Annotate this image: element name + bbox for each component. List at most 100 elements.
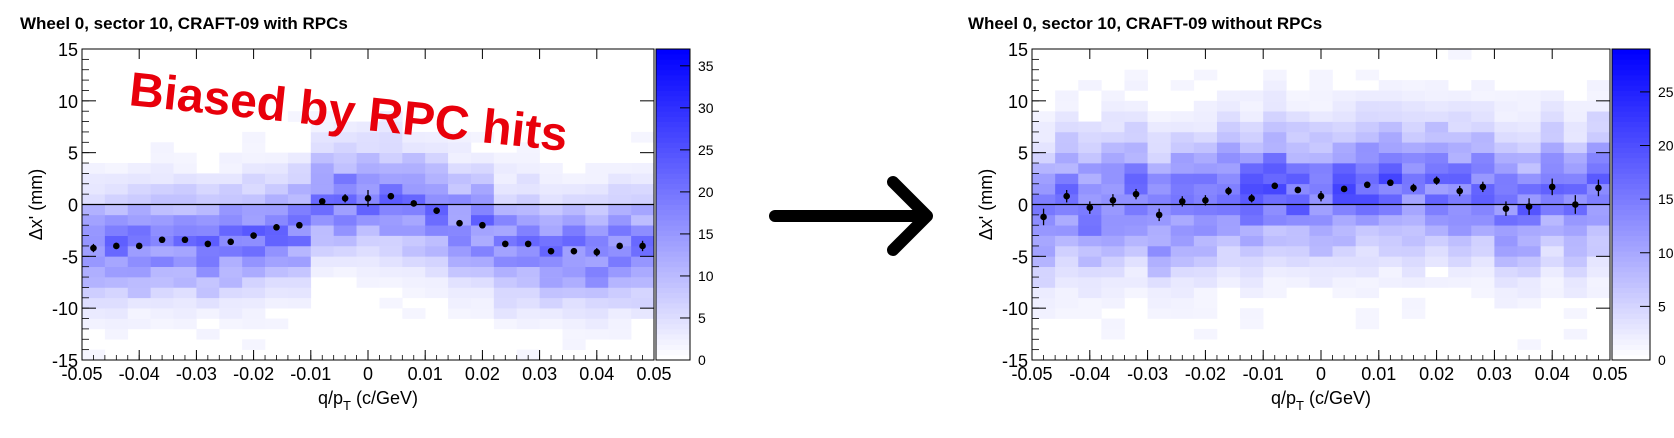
heatmap-cell	[1448, 245, 1472, 257]
heatmap-cell	[333, 121, 357, 133]
heatmap-cell	[1586, 111, 1611, 122]
color-scale-tick-label: 10	[698, 268, 714, 284]
heatmap-cell	[516, 194, 540, 205]
heatmap-cell	[287, 277, 312, 288]
heatmap-cell	[1401, 173, 1426, 185]
color-scale-step	[1612, 225, 1650, 231]
x-tick-label: -0.05	[1011, 364, 1052, 384]
heatmap-cell	[470, 287, 495, 299]
color-scale-step	[656, 121, 690, 128]
heatmap-cell	[1309, 80, 1333, 91]
color-scale-step	[1612, 178, 1650, 185]
heatmap-cell	[1240, 266, 1264, 278]
heatmap-cell	[1309, 214, 1333, 226]
heatmap-cell	[1124, 131, 1148, 143]
heatmap-cell	[1101, 318, 1125, 330]
heatmap-cell	[1032, 152, 1056, 164]
heatmap-cell	[104, 277, 129, 288]
heatmap-cell	[1124, 163, 1148, 174]
heatmap-cell	[127, 287, 151, 299]
color-scale-step	[1612, 183, 1650, 190]
heatmap-cell	[1378, 266, 1403, 278]
heatmap-cell	[585, 318, 609, 330]
heatmap-cell	[1355, 163, 1380, 174]
heatmap-cell	[82, 225, 106, 236]
heatmap-cell	[356, 235, 380, 247]
heatmap-cell	[1586, 256, 1611, 267]
heatmap-cell	[1032, 173, 1056, 185]
heatmap-cell	[196, 256, 220, 267]
heatmap-cell	[448, 256, 472, 267]
color-scale-step	[1612, 204, 1650, 211]
heatmap-cell	[1332, 256, 1356, 267]
heatmap-cell	[585, 163, 609, 174]
heatmap-cell	[1032, 235, 1056, 247]
color-scale-step	[1612, 328, 1650, 335]
heatmap-cell	[1494, 266, 1518, 278]
heatmap-cell	[1378, 235, 1403, 247]
color-scale-step	[656, 111, 690, 117]
heatmap-cell	[1216, 266, 1241, 278]
heatmap-cell	[562, 183, 586, 195]
heatmap-cell	[402, 194, 426, 205]
heatmap-cell	[1517, 245, 1541, 257]
heatmap-cell	[1517, 183, 1541, 195]
x-tick-label: 0	[363, 364, 373, 384]
heatmap-cell	[1240, 308, 1264, 319]
heatmap-cell	[1448, 49, 1472, 60]
color-scale-step	[1612, 80, 1650, 86]
heatmap-cell	[516, 297, 540, 309]
heatmap-cell	[356, 121, 380, 133]
chart-title: Wheel 0, sector 10, CRAFT-09 without RPC…	[968, 14, 1322, 33]
heatmap-cell	[1193, 204, 1218, 216]
heatmap-cell	[1448, 266, 1472, 278]
heatmap-cell	[379, 152, 403, 164]
color-scale-step	[656, 173, 690, 179]
heatmap-cell	[1101, 142, 1125, 153]
color-scale-step	[656, 308, 690, 314]
profile-point	[1595, 184, 1602, 192]
heatmap-cell	[448, 204, 472, 216]
heatmap-cell	[1401, 80, 1426, 91]
heatmap-cell	[1355, 194, 1380, 205]
heatmap-cell	[1401, 90, 1426, 102]
heatmap-cell	[287, 287, 312, 299]
heatmap-cell	[1101, 287, 1125, 299]
heatmap-cell	[448, 194, 472, 205]
heatmap-cell	[1309, 204, 1333, 216]
profile-point	[1202, 197, 1209, 204]
heatmap-cell	[1032, 225, 1056, 236]
heatmap-cell	[425, 214, 449, 226]
y-tick-label: -5	[62, 247, 78, 267]
heatmap-cell	[1147, 183, 1172, 195]
heatmap-cell	[1378, 173, 1403, 185]
heatmap-cell	[1032, 111, 1056, 122]
heatmap-cell	[1517, 297, 1541, 309]
heatmap-cell	[1494, 277, 1518, 288]
heatmap-cell	[127, 277, 151, 288]
color-scale-step	[656, 178, 690, 185]
color-scale-step	[1612, 59, 1650, 65]
heatmap-cell	[1078, 277, 1102, 288]
heatmap-cell	[1494, 142, 1518, 153]
heatmap-cell	[539, 308, 563, 319]
heatmap-cell	[1170, 183, 1195, 195]
heatmap-cell	[1332, 194, 1356, 205]
heatmap-cell	[1055, 287, 1079, 299]
heatmap-cell	[448, 142, 472, 153]
heatmap-cell	[1563, 266, 1588, 278]
color-scale-step	[656, 339, 690, 345]
heatmap-cell	[173, 256, 197, 267]
profile-point	[1109, 197, 1117, 204]
heatmap-cell	[1378, 121, 1403, 133]
heatmap-cell	[1147, 131, 1172, 143]
heatmap-cell	[562, 339, 586, 350]
heatmap-cell	[516, 225, 540, 236]
heatmap-cell	[1286, 235, 1310, 247]
heatmap-cell	[562, 256, 586, 267]
heatmap-cell	[1309, 90, 1333, 102]
heatmap-cell	[1193, 142, 1218, 153]
heatmap-cell	[1170, 204, 1195, 216]
heatmap-cell	[1425, 256, 1449, 267]
heatmap-cell	[608, 245, 632, 257]
